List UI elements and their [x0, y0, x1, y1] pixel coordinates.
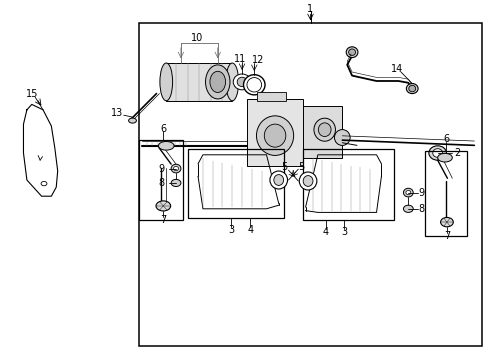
Ellipse shape [406, 84, 417, 94]
Text: 7: 7 [160, 215, 166, 225]
Ellipse shape [158, 141, 174, 150]
Ellipse shape [173, 166, 178, 171]
Ellipse shape [346, 47, 357, 58]
Ellipse shape [160, 63, 172, 101]
Bar [246, 99, 303, 166]
Text: 5: 5 [298, 162, 304, 172]
Text: 3: 3 [227, 225, 234, 235]
Text: 6: 6 [442, 134, 448, 144]
Ellipse shape [403, 205, 412, 212]
Ellipse shape [237, 77, 246, 87]
Bar [303, 149, 393, 220]
Ellipse shape [273, 175, 283, 185]
Bar [139, 23, 481, 346]
Ellipse shape [225, 63, 238, 101]
Bar [425, 151, 466, 236]
Ellipse shape [233, 74, 250, 90]
Text: 12: 12 [251, 55, 264, 64]
Ellipse shape [243, 75, 264, 95]
Ellipse shape [246, 78, 261, 92]
Ellipse shape [405, 190, 410, 195]
Text: 5: 5 [281, 162, 287, 172]
Text: 9: 9 [418, 188, 424, 198]
Text: 9: 9 [158, 163, 164, 174]
Ellipse shape [318, 123, 330, 136]
Ellipse shape [408, 85, 415, 92]
Text: 10: 10 [191, 33, 203, 43]
Text: 8: 8 [158, 178, 164, 188]
Ellipse shape [428, 146, 446, 160]
Text: 13: 13 [111, 108, 123, 118]
Text: 6: 6 [160, 123, 166, 134]
Text: 3: 3 [340, 227, 346, 237]
Ellipse shape [269, 171, 287, 189]
Ellipse shape [41, 181, 47, 186]
Ellipse shape [440, 217, 452, 227]
Ellipse shape [256, 116, 293, 156]
Text: 11: 11 [233, 54, 245, 63]
Ellipse shape [437, 153, 451, 162]
Text: 1: 1 [307, 4, 313, 14]
Ellipse shape [432, 149, 442, 157]
Ellipse shape [303, 176, 312, 186]
Text: 4: 4 [322, 227, 328, 237]
Ellipse shape [156, 201, 170, 211]
Bar [303, 106, 342, 158]
Ellipse shape [128, 118, 136, 123]
Text: 2: 2 [453, 148, 459, 158]
Text: 7: 7 [443, 231, 449, 241]
Ellipse shape [205, 65, 229, 99]
Bar [256, 92, 285, 101]
Bar [188, 149, 283, 218]
Text: 8: 8 [418, 204, 424, 214]
Ellipse shape [209, 71, 225, 93]
Ellipse shape [264, 124, 285, 147]
Bar [139, 140, 183, 220]
Ellipse shape [403, 188, 412, 197]
Ellipse shape [313, 118, 335, 141]
Ellipse shape [348, 49, 355, 55]
Text: 15: 15 [25, 89, 38, 99]
Bar [166, 63, 232, 101]
Ellipse shape [171, 164, 181, 173]
Ellipse shape [299, 172, 316, 190]
Ellipse shape [171, 179, 181, 186]
Text: 4: 4 [246, 225, 253, 235]
Text: 14: 14 [390, 64, 403, 74]
Ellipse shape [334, 130, 349, 145]
